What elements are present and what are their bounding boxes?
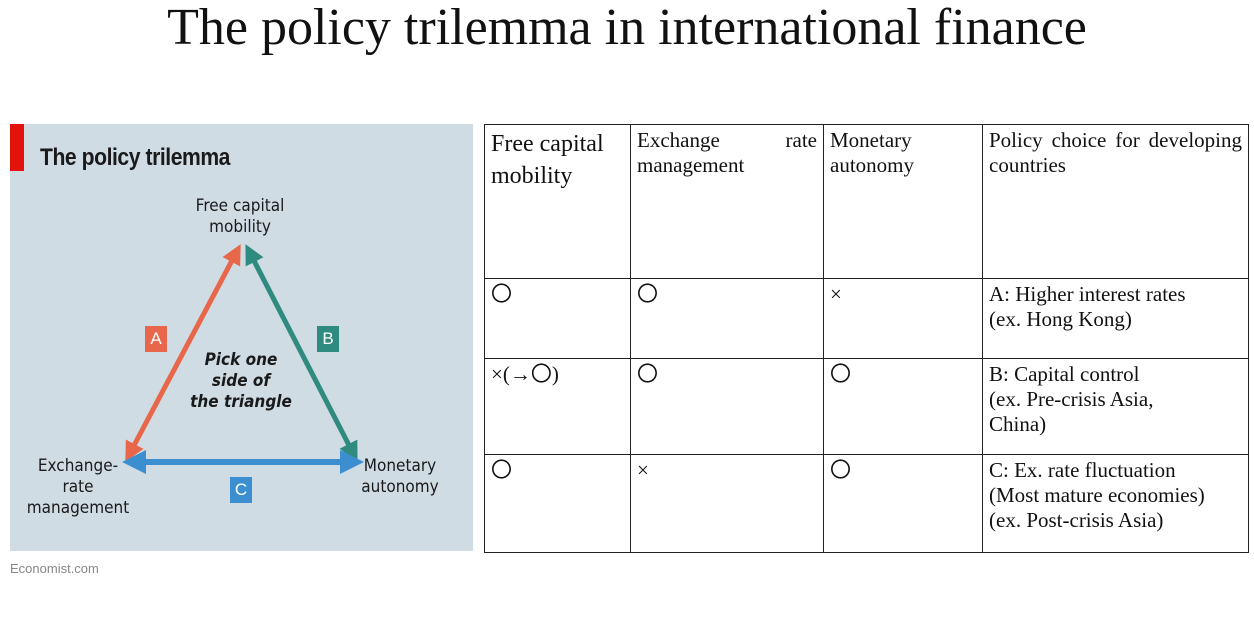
header-monetary: Monetary autonomy — [823, 124, 983, 279]
cell-free-capital: 〇 — [484, 278, 631, 359]
arrow-b — [245, 244, 358, 462]
cell-free-capital: ×(→〇) — [484, 358, 631, 455]
cell-monetary: × — [823, 278, 983, 359]
table-row: ×(→〇) 〇 〇 B: Capital control (ex. Pre-cri… — [484, 358, 1249, 455]
cell-exchange-rate: × — [630, 454, 824, 553]
triangle-diagram — [122, 244, 364, 474]
slide-title: The policy trilemma in international fin… — [167, 0, 1087, 56]
header-policy: Policy choice for developing countries — [982, 124, 1249, 279]
badge-c: C — [230, 477, 252, 503]
trilemma-table: Free capital mobility Exchange rate mana… — [484, 124, 1249, 553]
cell-policy: C: Ex. rate fluctuation (Most mature econ… — [982, 454, 1249, 553]
vertex-free-capital: Free capital mobility — [195, 196, 285, 237]
badge-a: A — [145, 326, 167, 352]
cell-exchange-rate: 〇 — [630, 358, 824, 455]
cell-policy: A: Higher interest rates (ex. Hong Kong) — [982, 278, 1249, 359]
vertex-exchange-rate: Exchange-rate management — [26, 456, 130, 518]
header-exchange-rate: Exchange rate management — [630, 124, 824, 279]
table-row: 〇 〇 × A: Higher interest rates (ex. Hong … — [484, 278, 1249, 359]
accent-bar — [10, 124, 24, 171]
badge-b: B — [317, 326, 339, 352]
vertex-monetary: Monetary autonomy — [361, 456, 439, 497]
header-free-capital: Free capital mobility — [484, 124, 631, 279]
center-caption: Pick one side of the triangle — [190, 350, 292, 412]
cell-monetary: 〇 — [823, 358, 983, 455]
cell-policy: B: Capital control (ex. Pre-crisis Asia, C… — [982, 358, 1249, 455]
figure-source: Economist.com — [10, 561, 99, 576]
cell-exchange-rate: 〇 — [630, 278, 824, 359]
trilemma-figure: The policy trilemma Free capital mobility… — [10, 124, 473, 551]
table-row: 〇 × 〇 C: Ex. rate fluctuation (Most matur… — [484, 454, 1249, 553]
cell-monetary: 〇 — [823, 454, 983, 553]
cell-free-capital: 〇 — [484, 454, 631, 553]
figure-title: The policy trilemma — [40, 144, 230, 171]
arrow-a — [125, 244, 241, 462]
table-header-row: Free capital mobility Exchange rate mana… — [484, 124, 1249, 279]
